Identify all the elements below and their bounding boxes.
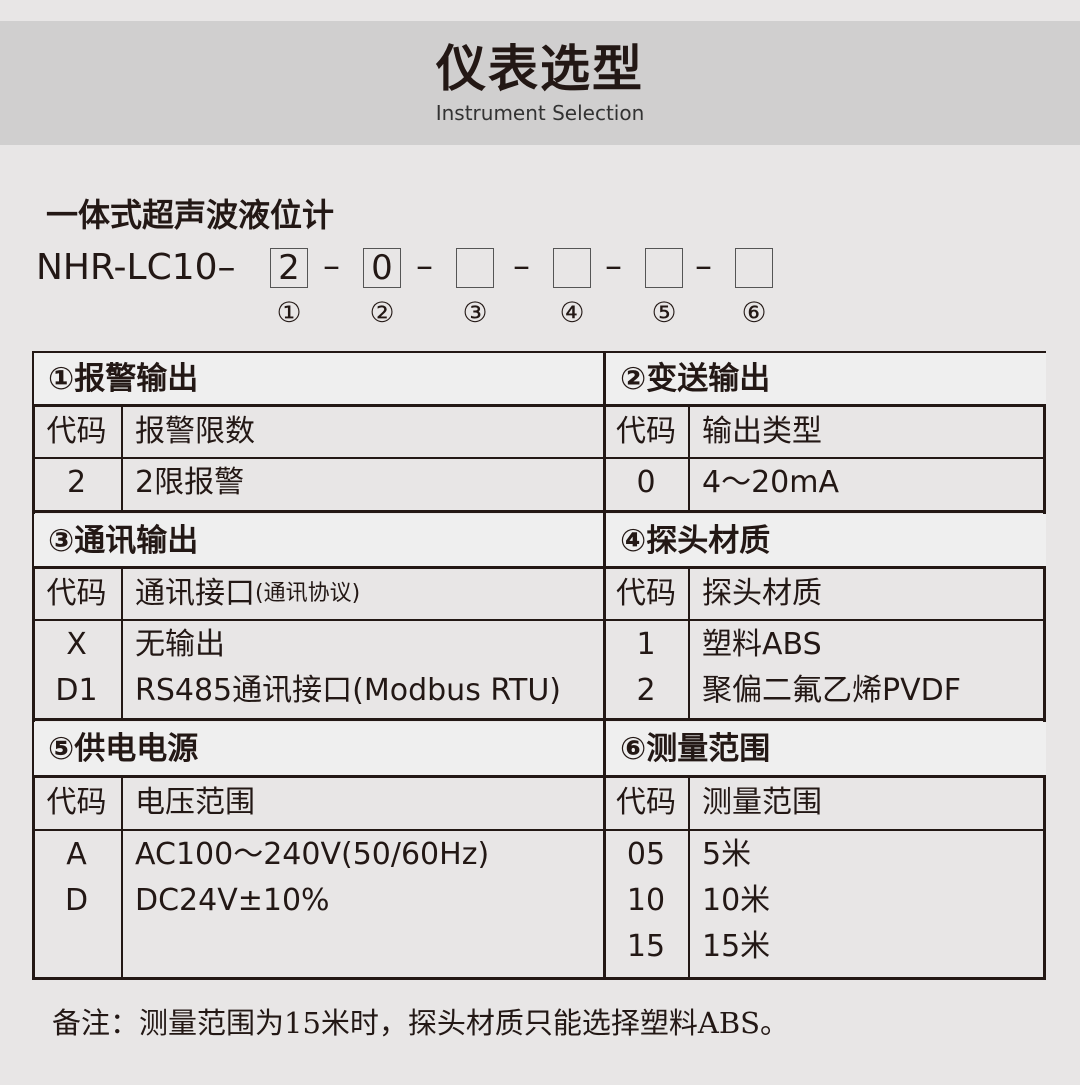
slot-number-6: ⑥ bbox=[741, 296, 767, 329]
row-code: A bbox=[66, 837, 87, 872]
selection-table: ①报警输出 代码 报警限数 2 2限报警 ②变送输出 代码 输出类型 0 4～20mA ③通讯输出代… bbox=[32, 351, 1046, 980]
code-slot-4 bbox=[553, 248, 591, 288]
separator-dash: – bbox=[513, 246, 530, 286]
code-slot-5 bbox=[645, 248, 683, 288]
code-header: 代码 bbox=[616, 785, 676, 820]
header-banner: 仪表选型 Instrument Selection bbox=[0, 21, 1080, 145]
slot-number-4: ④ bbox=[559, 296, 585, 329]
slot-number-2: ② bbox=[369, 296, 395, 329]
divider bbox=[121, 776, 123, 980]
row-desc: 4～20mA bbox=[702, 465, 840, 500]
divider bbox=[32, 718, 1046, 721]
divider bbox=[604, 775, 1046, 778]
code-slot-1: 2 bbox=[270, 248, 308, 288]
separator-dash: – bbox=[323, 246, 340, 286]
page-subtitle: Instrument Selection bbox=[435, 101, 645, 125]
desc-header-text: 探头材质 bbox=[702, 575, 822, 611]
row-code: 10 bbox=[626, 883, 666, 918]
row-code: 0 bbox=[636, 465, 656, 500]
row-desc: 15米 bbox=[702, 929, 771, 964]
row-code: D bbox=[64, 883, 89, 918]
desc-header-text: 电压范围 bbox=[135, 785, 255, 820]
divider bbox=[32, 619, 604, 621]
code-slot-2: 0 bbox=[363, 248, 401, 288]
divider bbox=[688, 567, 690, 720]
divider bbox=[32, 404, 604, 407]
divider bbox=[688, 776, 690, 980]
divider bbox=[32, 566, 604, 569]
slot-number-5: ⑤ bbox=[651, 296, 677, 329]
desc-header: 输出类型 bbox=[702, 405, 1046, 458]
row-code: 1 bbox=[636, 627, 656, 662]
section-title: ④探头材质 bbox=[606, 514, 1046, 567]
divider bbox=[688, 405, 690, 512]
page-title: 仪表选型 bbox=[436, 40, 644, 98]
separator-dash: – bbox=[605, 246, 622, 286]
row-desc: 10米 bbox=[702, 883, 771, 918]
row-desc: 聚偏二氟乙烯PVDF bbox=[702, 673, 961, 708]
code-header: 代码 bbox=[46, 413, 107, 449]
desc-header-text: 报警限数 bbox=[135, 413, 255, 449]
desc-header-text: 通讯接口 bbox=[135, 575, 255, 611]
slot-number-3: ③ bbox=[462, 296, 488, 329]
code-slot-6 bbox=[735, 248, 773, 288]
desc-header: 探头材质 bbox=[702, 567, 1046, 620]
row-code: X bbox=[66, 627, 87, 662]
divider bbox=[121, 405, 123, 512]
row-desc: 塑料ABS bbox=[702, 627, 822, 662]
desc-header: 报警限数 bbox=[135, 405, 604, 458]
row-desc: RS485通讯接口(Modbus RTU) bbox=[135, 673, 562, 708]
code-header: 代码 bbox=[616, 575, 676, 611]
row-desc: AC100～240V(50/60Hz) bbox=[135, 837, 490, 872]
desc-header-text: 测量范围 bbox=[702, 785, 822, 820]
row-desc: DC24V±10% bbox=[135, 883, 330, 918]
row-desc: 无输出 bbox=[135, 627, 225, 662]
divider bbox=[603, 351, 606, 980]
note: 备注：测量范围为15米时，探头材质只能选择塑料ABS。 bbox=[52, 1006, 790, 1040]
divider bbox=[121, 567, 123, 720]
desc-header-note: (通讯协议) bbox=[255, 580, 361, 606]
product-name: 一体式超声波液位计 bbox=[46, 196, 335, 234]
separator-dash: – bbox=[416, 246, 433, 286]
divider bbox=[32, 457, 604, 459]
divider bbox=[604, 457, 1046, 459]
row-code: 2 bbox=[66, 465, 87, 500]
code-header: 代码 bbox=[46, 575, 107, 611]
section-title: ③通讯输出 bbox=[34, 514, 604, 567]
row-desc: 5米 bbox=[702, 837, 752, 872]
slot-number-1: ① bbox=[276, 296, 302, 329]
code-header: 代码 bbox=[616, 413, 676, 449]
row-code: D1 bbox=[55, 673, 98, 708]
row-desc: 2限报警 bbox=[135, 465, 245, 500]
section-title: ⑥测量范围 bbox=[606, 722, 1046, 776]
desc-header: 通讯接口 (通讯协议) bbox=[135, 567, 604, 620]
desc-header-text: 输出类型 bbox=[702, 413, 822, 449]
code-header: 代码 bbox=[46, 785, 107, 820]
desc-header: 测量范围 bbox=[702, 776, 1046, 830]
section-title: ②变送输出 bbox=[606, 353, 1046, 405]
divider bbox=[32, 775, 604, 778]
divider bbox=[32, 510, 1046, 513]
divider bbox=[604, 829, 1046, 831]
divider bbox=[604, 404, 1046, 407]
code-slot-3 bbox=[456, 248, 494, 288]
section-title: ①报警输出 bbox=[34, 353, 604, 405]
divider bbox=[604, 619, 1046, 621]
row-code: 15 bbox=[626, 929, 666, 964]
separator-dash: – bbox=[695, 246, 712, 286]
section-title: ⑤供电电源 bbox=[34, 722, 604, 776]
row-code: 05 bbox=[626, 837, 666, 872]
model-prefix: NHR-LC10– bbox=[36, 246, 236, 288]
divider bbox=[604, 566, 1046, 569]
row-code: 2 bbox=[636, 673, 656, 708]
desc-header: 电压范围 bbox=[135, 776, 604, 830]
divider bbox=[32, 829, 604, 831]
